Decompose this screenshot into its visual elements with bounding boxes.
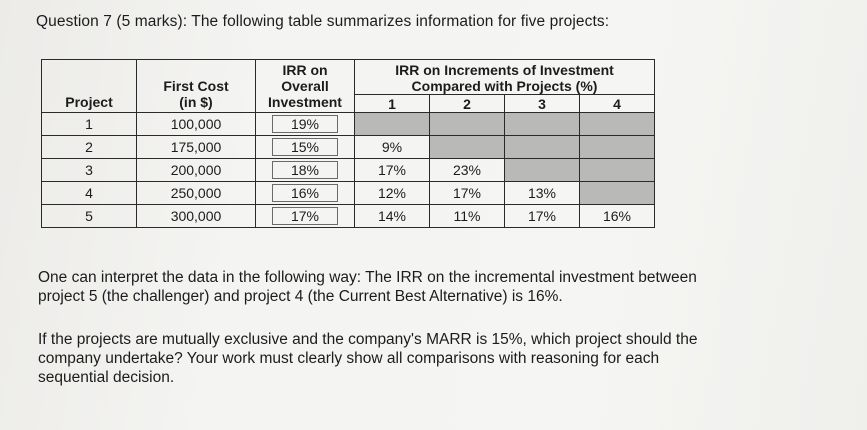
header-irr-overall-line2: Overall [281,78,329,94]
cell-shaded [579,181,655,206]
cell-shaded [579,112,655,137]
cell-first-cost: 175,000 [136,135,256,160]
cell-first-cost: 250,000 [136,181,256,206]
header-irr-increments: IRR on Increments of Investment Compared… [354,58,655,96]
header-compare-1: 1 [354,94,430,114]
cell-incr: 9% [354,135,430,160]
header-irr-overall: IRR on Overall Investment [255,58,355,114]
table-row: 2 175,000 15% 9% [41,135,655,160]
cell-shaded [504,158,580,183]
cell-shaded [354,112,430,137]
question-line3: sequential decision. [38,369,175,386]
cell-incr: 17% [504,204,580,229]
irr-table: Project First Cost (in $) IRR on Overall… [41,58,655,229]
cell-shaded [504,112,580,137]
irr-overall-value: 19% [272,115,338,134]
cell-shaded [504,135,580,160]
question-heading: Question 7 (5 marks): The following tabl… [36,13,610,30]
cell-shaded [429,112,505,137]
header-irr-overall-line1: IRR on [282,61,328,78]
cell-irr-overall: 19% [255,112,355,137]
table-subheader-row: 1 2 3 4 [42,94,655,114]
interpretation-line2: project 5 (the challenger) and project 4… [38,288,563,305]
cell-incr: 23% [429,158,505,183]
cell-shaded [429,135,505,160]
irr-overall-value: 18% [272,161,338,180]
cell-first-cost: 200,000 [136,158,256,183]
question-paragraph: If the projects are mutually exclusive a… [38,330,828,387]
cell-incr: 16% [579,204,655,229]
interpretation-line1: One can interpret the data in the follow… [38,269,697,286]
table-row: 3 200,000 18% 17% 23% [41,158,655,183]
header-project: Project [41,58,137,114]
cell-incr: 14% [354,204,430,229]
table-row: 4 250,000 16% 12% 17% 13% [41,181,655,206]
cell-project: 4 [41,181,137,206]
cell-incr: 12% [354,181,430,206]
header-compare-2: 2 [429,94,505,114]
cell-project: 1 [41,112,137,137]
table-row: 5 300,000 17% 14% 11% 17% 16% [41,204,655,229]
irr-overall-value: 17% [272,207,338,226]
cell-irr-overall: 15% [255,135,355,160]
cell-project: 3 [41,158,137,183]
cell-first-cost: 100,000 [136,112,256,137]
header-first-cost-line2: (in $) [179,94,213,111]
header-irr-overall-line3: Investment [268,94,342,111]
cell-first-cost: 300,000 [136,204,256,229]
cell-shaded [579,135,655,160]
cell-project: 5 [41,204,137,229]
header-compare-3: 3 [504,94,580,114]
irr-overall-value: 15% [272,138,338,157]
header-first-cost: First Cost (in $) [136,58,256,114]
interpretation-paragraph: One can interpret the data in the follow… [38,268,828,306]
table-header-row: Project First Cost (in $) IRR on Overall… [41,58,655,114]
cell-irr-overall: 16% [255,181,355,206]
cell-incr: 13% [504,181,580,206]
header-first-cost-line1: First Cost [163,78,229,94]
question-line1: If the projects are mutually exclusive a… [38,331,698,348]
table-row: 1 100,000 19% [41,112,655,137]
cell-incr: 11% [429,204,505,229]
question-line2: company undertake? Your work must clearl… [38,350,660,367]
cell-irr-overall: 18% [255,158,355,183]
cell-incr: 17% [429,181,505,206]
cell-shaded [579,158,655,183]
cell-project: 2 [41,135,137,160]
header-irr-incr-line2: Compared with Projects (%) [411,78,598,95]
cell-incr: 17% [354,158,430,183]
header-compare-4: 4 [579,94,655,114]
cell-irr-overall: 17% [255,204,355,229]
irr-overall-value: 16% [272,184,338,203]
header-irr-incr-line1: IRR on Increments of Investment [395,62,614,78]
